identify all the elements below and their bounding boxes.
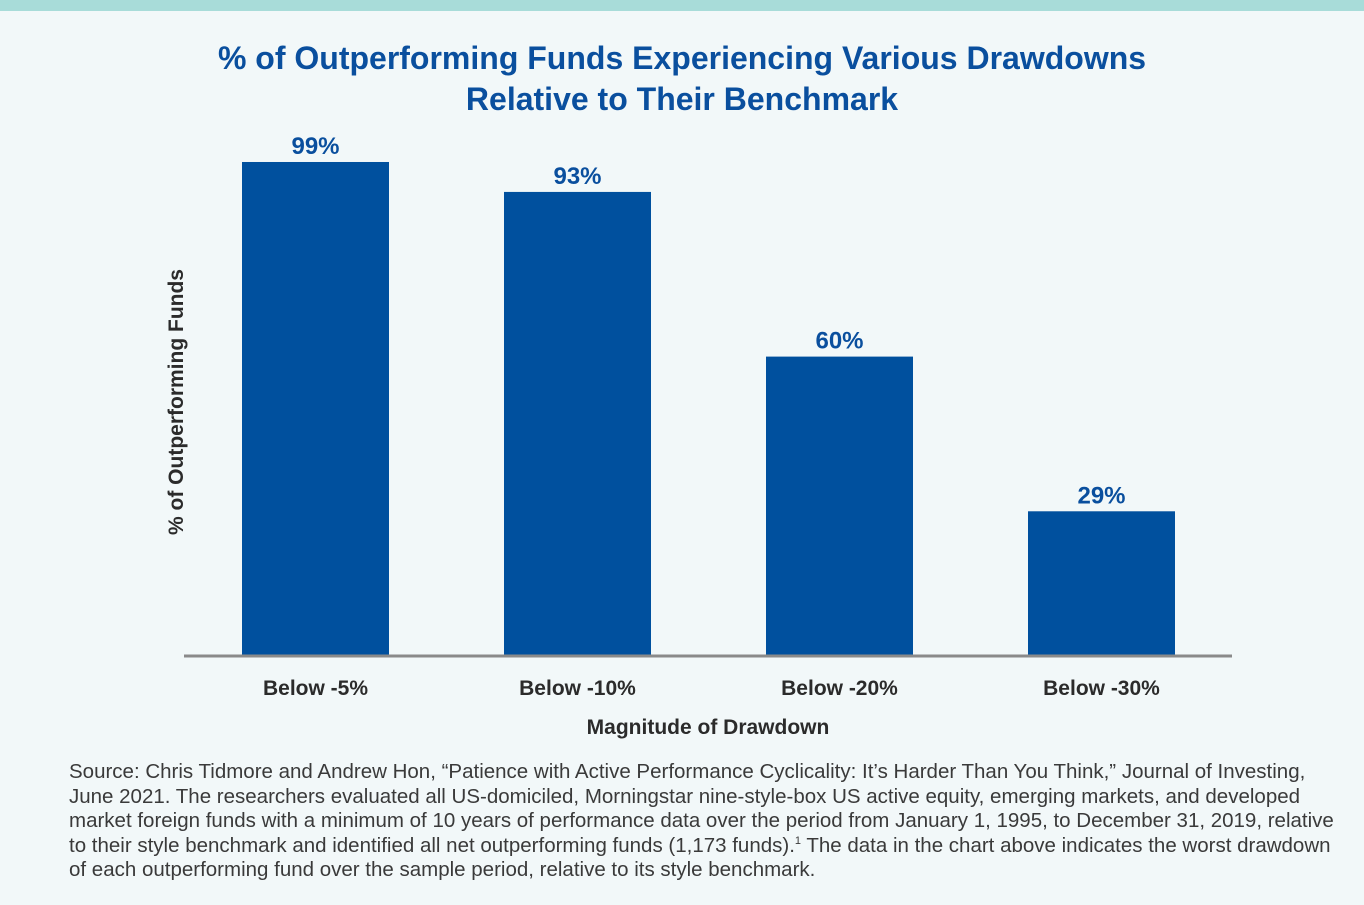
bar-value-label-4: 29% bbox=[1077, 482, 1125, 509]
chart-title: % of Outperforming Funds Experiencing Va… bbox=[0, 38, 1364, 120]
x-tick-label-2: Below -10% bbox=[519, 677, 636, 700]
footnote-text-end: The data in the chart above indicates th… bbox=[69, 833, 1331, 882]
x-tick-label-3: Below -20% bbox=[781, 677, 898, 700]
x-axis-label: Magnitude of Drawdown bbox=[587, 716, 830, 739]
bar-4 bbox=[1028, 511, 1175, 656]
source-footnote: Source: Chris Tidmore and Andrew Hon, “P… bbox=[69, 760, 1344, 883]
chart-title-line-1: % of Outperforming Funds Experiencing Va… bbox=[217, 40, 1147, 76]
top-accent-stripe bbox=[0, 0, 1364, 11]
bar-3 bbox=[766, 356, 913, 656]
bar-value-label-3: 60% bbox=[815, 328, 863, 355]
bar-value-label-2: 93% bbox=[553, 163, 601, 190]
bar-value-label-1: 99% bbox=[291, 133, 339, 160]
y-axis-label: % of Outperforming Funds bbox=[165, 269, 188, 535]
x-tick-label-4: Below -30% bbox=[1043, 677, 1160, 700]
footnote-text-main: Source: Chris Tidmore and Andrew Hon, “P… bbox=[69, 760, 1334, 857]
chart-title-line-2: Relative to Their Benchmark bbox=[465, 81, 899, 117]
x-tick-labels: Below -5% Below -10% Below -20% Below -30% bbox=[263, 677, 1160, 700]
bar-2 bbox=[504, 191, 651, 656]
bar-chart: % of Outperforming Funds 99% 93% 60% 29% Be… bbox=[165, 133, 1232, 739]
x-tick-label-1: Below -5% bbox=[263, 677, 368, 700]
footnote-reference: 1 bbox=[794, 834, 802, 847]
bar-1 bbox=[242, 161, 389, 657]
bars-group: 99% 93% 60% 29% bbox=[242, 133, 1175, 657]
